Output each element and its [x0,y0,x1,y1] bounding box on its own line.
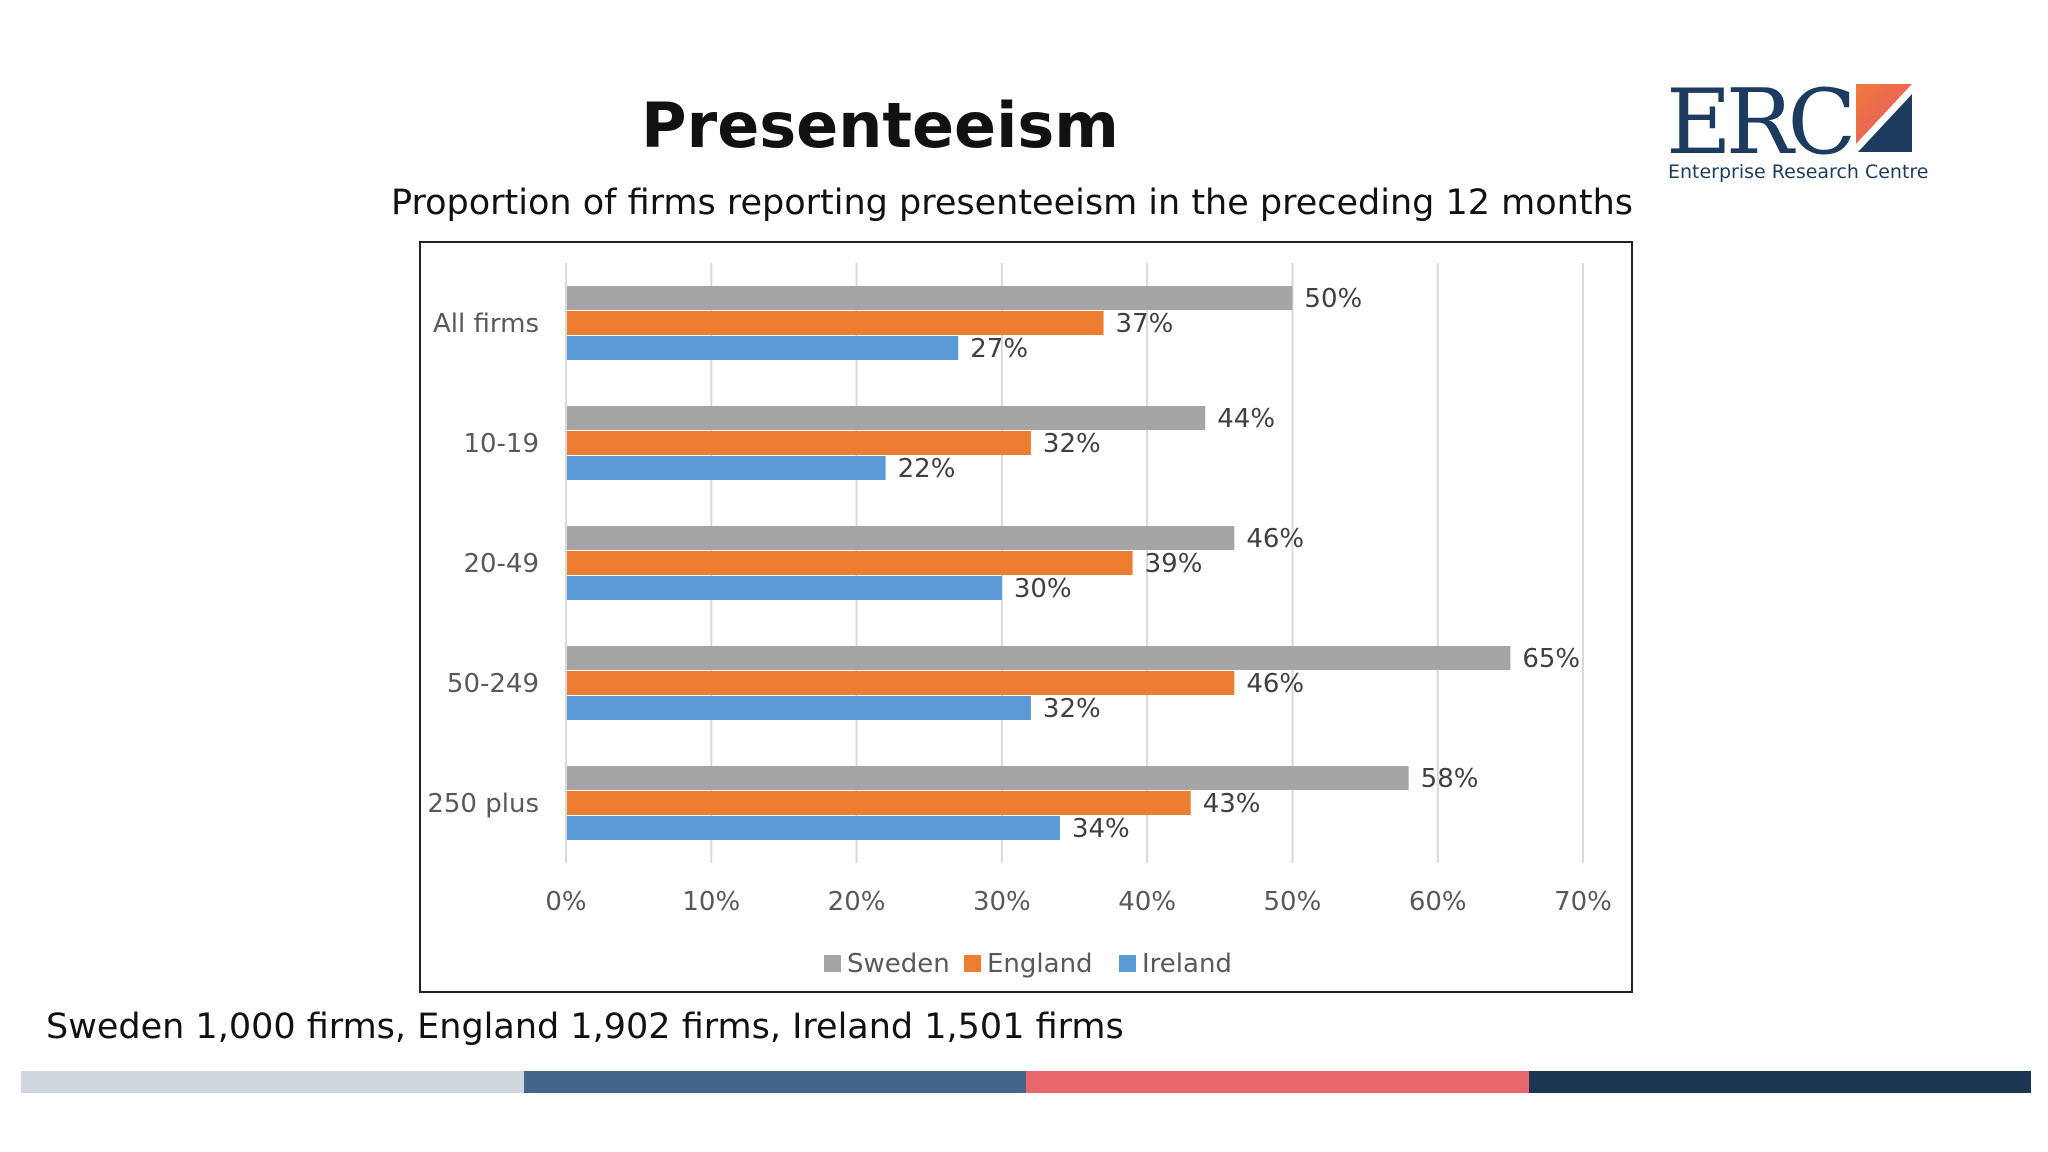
bar [566,456,886,480]
legend-label: Sweden [847,949,950,979]
band-segment [1528,1071,2031,1093]
sample-size-note: Sweden 1,000 firms, England 1,902 firms,… [46,1007,1124,1047]
slide-title: Presenteeism [641,89,1119,162]
data-label: 50% [1304,284,1362,314]
logo-tagline: Enterprise Research Centre [1668,161,1929,183]
category-label: All firms [433,309,539,339]
x-tick-label: 30% [973,887,1031,917]
x-tick-label: 60% [1409,887,1467,917]
bar [566,576,1002,600]
bar [566,311,1104,335]
erc-logo: ERC Enterprise Research Centre [1666,70,1929,188]
logo-wordmark: ERC [1666,70,1856,175]
data-label: 37% [1116,309,1174,339]
data-label: 43% [1203,789,1261,819]
bar [566,526,1235,550]
x-tick-label: 70% [1554,887,1612,917]
category-label: 10-19 [463,429,539,459]
legend-swatch [824,955,841,972]
data-label: 27% [970,334,1028,364]
bar [566,766,1409,790]
data-label: 30% [1014,574,1072,604]
bar [566,791,1191,815]
data-label: 46% [1246,669,1304,699]
x-tick-label: 40% [1118,887,1176,917]
bar-chart: 0% 10% 20% 30% 40% 50% 60% 70% All firms 50% 37% 27… [427,263,1612,979]
legend-label: England [987,949,1093,979]
logo-mark-icon [1856,84,1912,152]
category-label: 250 plus [427,789,539,819]
legend-swatch [964,955,981,972]
bar [566,671,1235,695]
category-label: 50-249 [447,669,539,699]
chart-frame: 0% 10% 20% 30% 40% 50% 60% 70% All firms 50% 37% 27… [419,241,1633,993]
bar [566,551,1133,575]
band-segment [523,1071,1026,1093]
data-label: 65% [1522,644,1580,674]
bar [566,406,1206,430]
bar [566,646,1511,670]
category-label: 20-49 [463,549,539,579]
bar [566,816,1060,840]
bar [566,431,1031,455]
band-segment [1026,1071,1529,1093]
data-label: 46% [1246,524,1304,554]
x-tick-label: 50% [1264,887,1322,917]
data-label: 32% [1043,694,1101,724]
band-segment [21,1071,524,1093]
chart-subtitle: Proportion of firms reporting presenteei… [391,183,1633,223]
bar [566,286,1293,310]
data-label: 22% [898,454,956,484]
data-label: 34% [1072,814,1130,844]
data-label: 58% [1421,764,1479,794]
bar [566,696,1031,720]
legend-swatch [1119,955,1136,972]
x-tick-label: 20% [828,887,886,917]
x-tick-label: 10% [682,887,740,917]
bar [566,336,959,360]
x-tick-label: 0% [545,887,586,917]
legend-label: Ireland [1142,949,1232,979]
data-label: 32% [1043,429,1101,459]
data-label: 39% [1145,549,1203,579]
data-label: 44% [1217,404,1275,434]
bottom-color-band [21,1071,2031,1093]
